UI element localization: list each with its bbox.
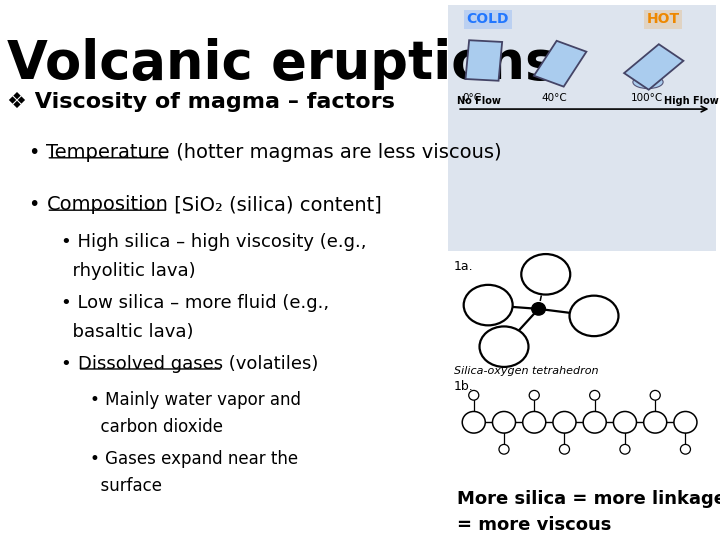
Ellipse shape [462,411,485,433]
Text: Silica-oxygen tetrahedron: Silica-oxygen tetrahedron [454,366,598,376]
Text: High Flow: High Flow [664,96,719,106]
Text: (volatiles): (volatiles) [222,355,318,373]
Ellipse shape [680,444,690,454]
Text: 0°C: 0°C [462,93,481,104]
Ellipse shape [559,444,570,454]
Ellipse shape [521,254,570,295]
Ellipse shape [529,390,539,400]
Text: •: • [61,355,78,373]
Text: [SiO₂ (silica) content]: [SiO₂ (silica) content] [168,195,382,214]
Text: Volcanic eruptions: Volcanic eruptions [7,38,557,90]
Ellipse shape [523,411,546,433]
Text: rhyolitic lava): rhyolitic lava) [61,262,196,280]
Polygon shape [534,41,586,86]
Text: More silica = more linkage: More silica = more linkage [457,490,720,508]
Ellipse shape [480,326,528,367]
Ellipse shape [633,76,663,89]
Polygon shape [466,40,502,81]
Ellipse shape [492,411,516,433]
Polygon shape [624,44,683,90]
Text: ❖ Viscosity of magma – factors: ❖ Viscosity of magma – factors [7,92,395,112]
Text: surface: surface [90,477,162,495]
Ellipse shape [549,73,567,82]
Ellipse shape [674,411,697,433]
Ellipse shape [650,390,660,400]
Ellipse shape [499,444,509,454]
Text: Dissolved gases: Dissolved gases [78,355,222,373]
Text: • High silica – high viscosity (e.g.,: • High silica – high viscosity (e.g., [61,233,366,251]
Text: basaltic lava): basaltic lava) [61,323,194,341]
Text: COLD: COLD [467,12,509,26]
Text: • Mainly water vapor and: • Mainly water vapor and [90,391,301,409]
Ellipse shape [613,411,636,433]
Ellipse shape [469,390,479,400]
FancyBboxPatch shape [448,5,716,251]
Ellipse shape [590,390,600,400]
Ellipse shape [553,411,576,433]
Text: No Flow: No Flow [457,96,501,106]
Text: carbon dioxide: carbon dioxide [90,418,223,436]
Ellipse shape [570,296,618,336]
Ellipse shape [620,444,630,454]
Text: Composition: Composition [46,195,168,214]
Text: • Gases expand near the: • Gases expand near the [90,450,298,468]
Text: • Low silica – more fluid (e.g.,: • Low silica – more fluid (e.g., [61,294,329,312]
Text: •: • [29,143,46,162]
Text: = more viscous: = more viscous [457,516,611,534]
Text: 1a.: 1a. [454,260,473,273]
Text: 1b.: 1b. [454,380,473,393]
Text: •: • [29,195,46,214]
Ellipse shape [531,302,546,315]
Text: (hotter magmas are less viscous): (hotter magmas are less viscous) [170,143,502,162]
Text: Temperature: Temperature [46,143,170,162]
Text: 100°C: 100°C [631,93,662,104]
Text: 40°C: 40°C [541,93,567,104]
Ellipse shape [644,411,667,433]
Ellipse shape [583,411,606,433]
Text: HOT: HOT [647,12,680,26]
Ellipse shape [464,285,513,325]
